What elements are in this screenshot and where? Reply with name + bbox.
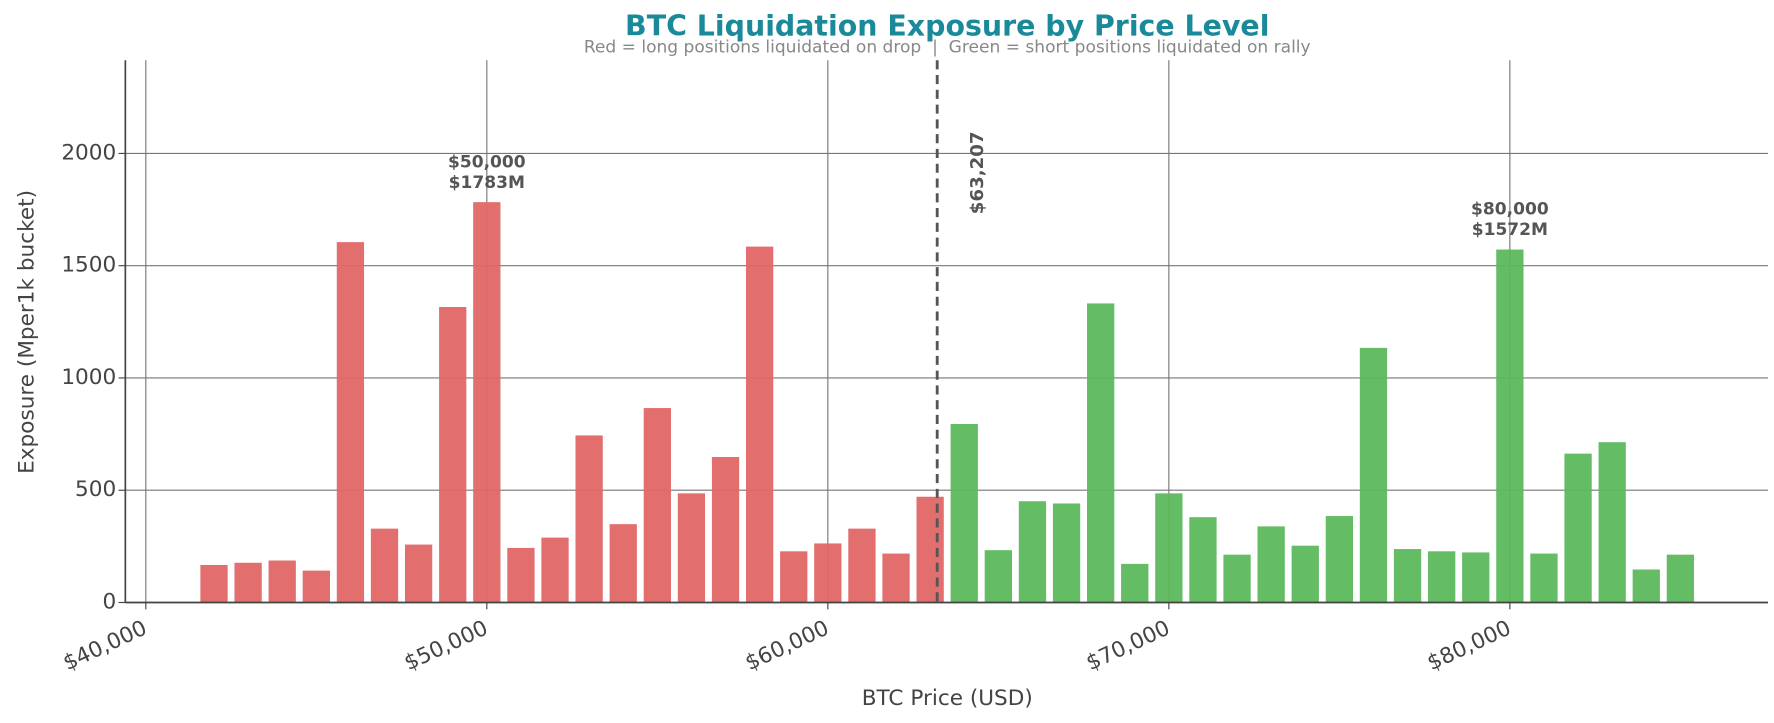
bar <box>848 528 876 603</box>
bar <box>1393 549 1422 603</box>
bar <box>1052 503 1081 603</box>
bar <box>302 570 330 603</box>
bar <box>507 547 535 603</box>
x-tick-label: $50,000 <box>400 616 491 676</box>
bar <box>711 457 740 603</box>
bar <box>950 423 978 603</box>
x-tick-label: $40,000 <box>59 616 150 676</box>
bar <box>780 551 808 603</box>
bar <box>1632 569 1660 603</box>
annotation: $1572M <box>1472 220 1548 240</box>
annotation: $50,000 <box>448 152 526 172</box>
bar <box>1223 554 1251 603</box>
bar <box>1018 501 1047 603</box>
bar <box>1564 453 1592 603</box>
bar <box>1087 303 1115 603</box>
bar <box>745 246 774 603</box>
bar <box>609 524 637 603</box>
bar <box>268 560 296 603</box>
bar <box>336 242 365 603</box>
y-tick-label: 1000 <box>61 365 116 390</box>
chart-title: BTC Liquidation Exposure by Price Level <box>625 9 1269 42</box>
bar <box>1155 493 1183 603</box>
x-tick-label: $70,000 <box>1082 616 1173 676</box>
y-axis-label: Exposure (Mper1k bucket) <box>15 190 40 474</box>
bar <box>1462 552 1490 603</box>
bar <box>643 408 671 603</box>
bar <box>200 565 228 603</box>
bar <box>404 544 433 603</box>
bar <box>1496 249 1524 603</box>
bar <box>1325 516 1353 603</box>
bar <box>575 435 603 603</box>
bar <box>882 553 910 603</box>
y-tick-label: 0 <box>103 590 117 615</box>
bar <box>1530 553 1558 603</box>
bar <box>439 307 467 603</box>
bar <box>370 528 399 603</box>
x-tick-label: $60,000 <box>741 616 832 676</box>
bar <box>814 543 842 603</box>
bar <box>234 562 262 603</box>
bar <box>1291 545 1319 603</box>
bar <box>473 202 501 603</box>
current-price-label: $63,207 <box>967 131 988 214</box>
bar <box>1257 526 1285 603</box>
y-tick-label: 1500 <box>61 253 116 278</box>
x-axis-label: BTC Price (USD) <box>862 686 1033 711</box>
y-tick-label: 500 <box>75 477 116 502</box>
bar <box>984 550 1012 603</box>
bar <box>916 496 944 603</box>
bar <box>1121 563 1149 603</box>
bar <box>677 493 706 603</box>
annotation: $80,000 <box>1471 200 1549 220</box>
x-tick-label: $80,000 <box>1423 616 1514 676</box>
y-tick-label: 2000 <box>61 140 116 165</box>
bar <box>1359 347 1388 603</box>
bar <box>541 537 569 603</box>
bar <box>1189 517 1217 603</box>
bar <box>1666 554 1695 603</box>
chart-subtitle: Red = long positions liquidated on drop … <box>584 38 1311 58</box>
bar <box>1428 551 1456 603</box>
annotation: $1783M <box>449 173 525 193</box>
bar <box>1598 442 1626 603</box>
